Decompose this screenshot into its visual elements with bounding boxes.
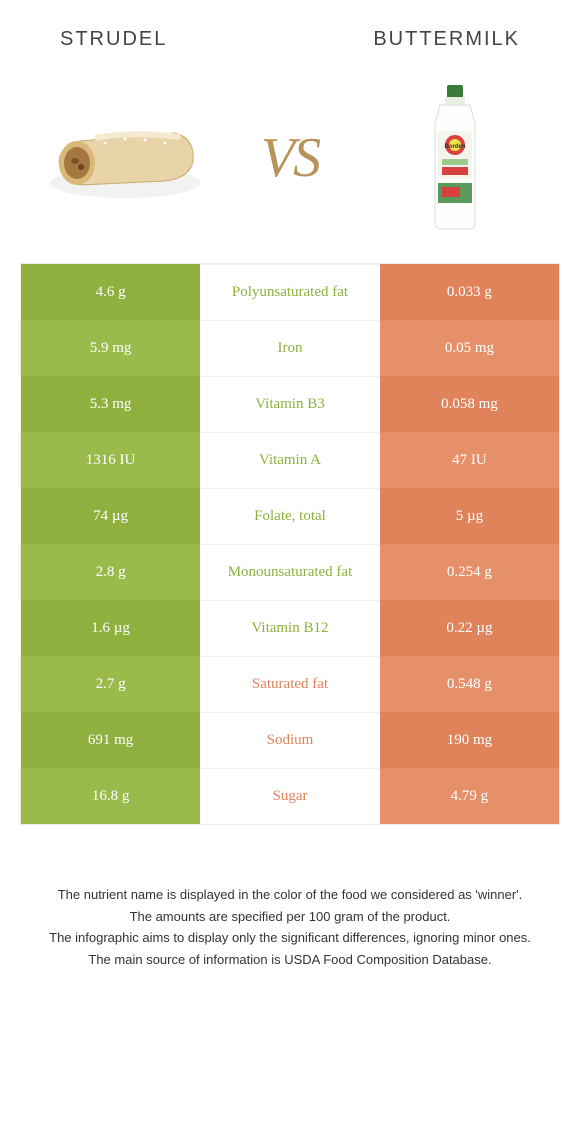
footnote-line: The main source of information is USDA F… xyxy=(28,950,552,970)
strudel-icon xyxy=(45,113,205,203)
value-left: 4.6 g xyxy=(21,264,200,320)
nutrient-name: Iron xyxy=(200,320,380,376)
value-left: 2.8 g xyxy=(21,544,200,600)
value-left: 5.3 mg xyxy=(21,376,200,432)
svg-text:Borden: Borden xyxy=(445,144,466,150)
vs-v-icon: V xyxy=(261,127,293,189)
buttermilk-image: Borden xyxy=(370,93,540,223)
nutrient-name: Vitamin B3 xyxy=(200,376,380,432)
value-right: 0.254 g xyxy=(380,544,559,600)
nutrient-name: Sodium xyxy=(200,712,380,768)
table-row: 2.7 gSaturated fat0.548 g xyxy=(21,656,559,712)
value-left: 1.6 µg xyxy=(21,600,200,656)
value-right: 0.22 µg xyxy=(380,600,559,656)
vs-s-icon: S xyxy=(293,127,319,189)
table-row: 1.6 µgVitamin B120.22 µg xyxy=(21,600,559,656)
nutrient-name: Vitamin A xyxy=(200,432,380,488)
header-right: BUTTERMILK xyxy=(373,28,520,51)
footnote-line: The nutrient name is displayed in the co… xyxy=(28,885,552,905)
table-row: 1316 IUVitamin A47 IU xyxy=(21,432,559,488)
value-right: 5 µg xyxy=(380,488,559,544)
table-row: 4.6 gPolyunsaturated fat0.033 g xyxy=(21,264,559,320)
table-row: 2.8 gMonounsaturated fat0.254 g xyxy=(21,544,559,600)
footnote-line: The infographic aims to display only the… xyxy=(28,928,552,948)
value-left: 74 µg xyxy=(21,488,200,544)
value-right: 0.058 mg xyxy=(380,376,559,432)
value-left: 5.9 mg xyxy=(21,320,200,376)
footnote-line: The amounts are specified per 100 gram o… xyxy=(28,907,552,927)
vs-label: VS xyxy=(261,126,319,190)
nutrient-name: Monounsaturated fat xyxy=(200,544,380,600)
table-row: 691 mgSodium190 mg xyxy=(21,712,559,768)
value-left: 691 mg xyxy=(21,712,200,768)
nutrient-name: Vitamin B12 xyxy=(200,600,380,656)
value-left: 1316 IU xyxy=(21,432,200,488)
nutrient-name: Sugar xyxy=(200,768,380,824)
table-row: 5.3 mgVitamin B30.058 mg xyxy=(21,376,559,432)
comparison-table: 4.6 gPolyunsaturated fat0.033 g5.9 mgIro… xyxy=(20,263,560,825)
nutrient-name: Folate, total xyxy=(200,488,380,544)
table-row: 5.9 mgIron0.05 mg xyxy=(21,320,559,376)
value-right: 0.548 g xyxy=(380,656,559,712)
table-row: 16.8 gSugar4.79 g xyxy=(21,768,559,824)
table-row: 74 µgFolate, total5 µg xyxy=(21,488,559,544)
buttermilk-bottle-icon: Borden xyxy=(420,83,490,233)
strudel-image xyxy=(40,93,210,223)
value-right: 0.033 g xyxy=(380,264,559,320)
value-right: 0.05 mg xyxy=(380,320,559,376)
value-right: 190 mg xyxy=(380,712,559,768)
header-left: STRUDEL xyxy=(60,28,167,51)
nutrient-name: Polyunsaturated fat xyxy=(200,264,380,320)
value-left: 2.7 g xyxy=(21,656,200,712)
header: STRUDEL BUTTERMILK xyxy=(0,0,580,63)
value-right: 4.79 g xyxy=(380,768,559,824)
images-row: VS Borden xyxy=(0,63,580,263)
nutrient-name: Saturated fat xyxy=(200,656,380,712)
value-left: 16.8 g xyxy=(21,768,200,824)
footnotes: The nutrient name is displayed in the co… xyxy=(0,825,580,969)
value-right: 47 IU xyxy=(380,432,559,488)
